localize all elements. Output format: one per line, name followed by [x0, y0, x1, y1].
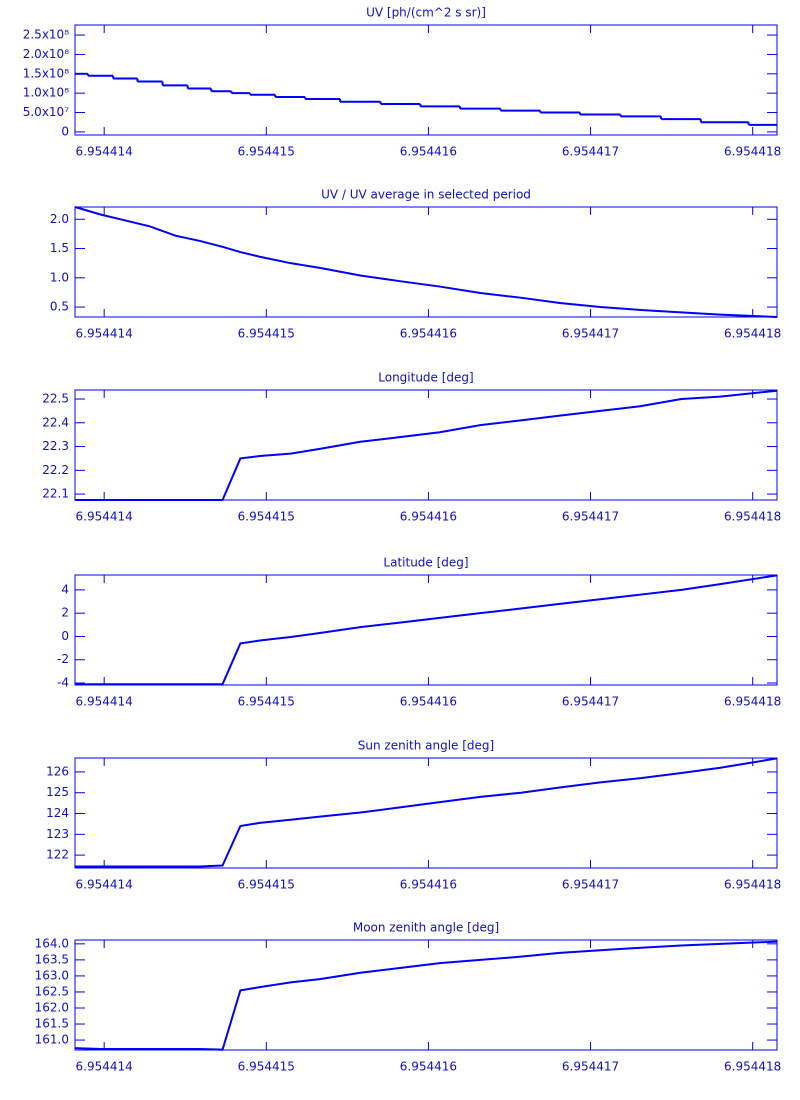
x-tick-label: 6.954416 — [400, 145, 457, 159]
data-line — [75, 389, 778, 501]
y-tick-label: 2.0x10⁸ — [23, 47, 69, 61]
x-tick-label: 6.954417 — [562, 510, 619, 524]
y-tick-label: 2.5x10⁸ — [23, 28, 69, 42]
y-tick-label: 124 — [46, 806, 69, 820]
x-tick-label: 6.954415 — [238, 510, 295, 524]
plot-frame — [74, 24, 778, 136]
x-tick-label: 6.954414 — [76, 510, 133, 524]
chart-title: UV / UV average in selected period — [321, 188, 531, 202]
x-tick-label: 6.954414 — [76, 1060, 133, 1074]
chart-title: Latitude [deg] — [383, 556, 468, 570]
y-tick-label: 22.2 — [42, 463, 69, 477]
data-line — [74, 940, 778, 1051]
y-tick-label: -2 — [57, 652, 69, 666]
y-tick-label: 1.0 — [50, 270, 69, 284]
x-tick-label: 6.954418 — [724, 695, 781, 709]
x-tick-label: 6.954418 — [724, 510, 781, 524]
y-tick-label: 126 — [46, 764, 69, 778]
plot-frame — [74, 389, 778, 501]
x-tick-label: 6.954416 — [400, 510, 457, 524]
y-tick-label: 161.5 — [35, 1017, 69, 1031]
x-tick-label: 6.954415 — [238, 145, 295, 159]
y-tick-label: 22.1 — [42, 487, 69, 501]
data-line — [75, 574, 778, 686]
x-tick-label: 6.954415 — [238, 1060, 295, 1074]
y-tick-label: 1.5 — [50, 241, 69, 255]
y-tick-label: 5.0x10⁷ — [23, 105, 69, 119]
y-tick-label: 1.0x10⁸ — [23, 86, 69, 100]
y-tick-label: 1.5x10⁸ — [23, 66, 69, 80]
plot-frame — [74, 574, 778, 686]
x-tick-label: 6.954415 — [238, 695, 295, 709]
y-tick-label: 123 — [46, 827, 69, 841]
data-line — [74, 206, 778, 318]
x-tick-label: 6.954414 — [76, 327, 133, 341]
y-tick-label: 163.0 — [35, 968, 69, 982]
x-tick-label: 6.954418 — [724, 327, 781, 341]
plot-frame — [74, 757, 778, 869]
y-tick-label: 22.5 — [42, 392, 69, 406]
x-tick-label: 6.954416 — [400, 1060, 457, 1074]
y-tick-label: 2.0 — [50, 212, 69, 226]
x-tick-label: 6.954418 — [724, 878, 781, 892]
x-tick-label: 6.954416 — [400, 327, 457, 341]
plot-frame — [74, 206, 778, 318]
x-tick-label: 6.954418 — [724, 145, 781, 159]
x-tick-label: 6.954416 — [400, 878, 457, 892]
y-tick-label: 163.5 — [35, 952, 69, 966]
x-tick-label: 6.954414 — [76, 695, 133, 709]
y-tick-label: 162.5 — [35, 984, 69, 998]
x-tick-label: 6.954418 — [724, 1060, 781, 1074]
data-line — [75, 757, 778, 868]
y-tick-label: 164.0 — [35, 936, 69, 950]
y-tick-label: 122 — [46, 848, 69, 862]
y-tick-label: 4 — [61, 582, 69, 596]
y-tick-label: 22.4 — [42, 415, 69, 429]
y-tick-label: 0 — [61, 629, 69, 643]
y-tick-label: 125 — [46, 785, 69, 799]
y-tick-label: -4 — [57, 676, 69, 690]
plot-frame — [74, 939, 778, 1051]
x-tick-label: 6.954415 — [238, 327, 295, 341]
x-tick-label: 6.954414 — [76, 145, 133, 159]
x-tick-label: 6.954417 — [562, 695, 619, 709]
chart-title: Sun zenith angle [deg] — [358, 739, 494, 753]
x-tick-label: 6.954415 — [238, 878, 295, 892]
x-tick-label: 6.954417 — [562, 1060, 619, 1074]
chart-title: Longitude [deg] — [378, 371, 473, 385]
chart-title: UV [ph/(cm^2 s sr)] — [366, 6, 486, 20]
x-tick-label: 6.954417 — [562, 327, 619, 341]
y-tick-label: 2 — [61, 606, 69, 620]
x-tick-label: 6.954414 — [76, 878, 133, 892]
x-tick-label: 6.954417 — [562, 145, 619, 159]
y-tick-label: 162.0 — [35, 1000, 69, 1014]
x-tick-label: 6.954417 — [562, 878, 619, 892]
y-tick-label: 22.3 — [42, 439, 69, 453]
y-tick-label: 0.5 — [50, 300, 69, 314]
y-tick-label: 0 — [61, 124, 69, 138]
y-tick-label: 161.0 — [35, 1033, 69, 1047]
chart-title: Moon zenith angle [deg] — [353, 921, 499, 935]
x-tick-label: 6.954416 — [400, 695, 457, 709]
